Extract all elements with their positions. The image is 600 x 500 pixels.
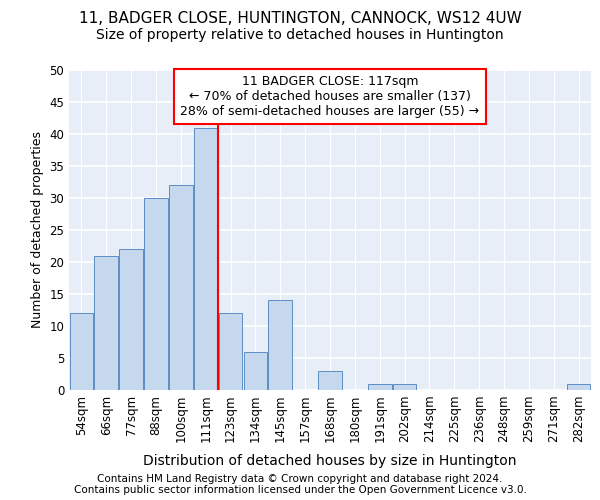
Bar (368, 384, 392, 390)
Text: Contains public sector information licensed under the Open Government Licence v3: Contains public sector information licen… (74, 485, 526, 495)
Text: Contains HM Land Registry data © Crown copyright and database right 2024.: Contains HM Land Registry data © Crown c… (97, 474, 503, 484)
Text: 11, BADGER CLOSE, HUNTINGTON, CANNOCK, WS12 4UW: 11, BADGER CLOSE, HUNTINGTON, CANNOCK, W… (79, 11, 521, 26)
Bar (119, 249, 143, 390)
Bar (393, 384, 416, 390)
Bar (219, 313, 242, 390)
Bar (94, 256, 118, 390)
X-axis label: Distribution of detached houses by size in Huntington: Distribution of detached houses by size … (143, 454, 517, 468)
Bar (144, 198, 168, 390)
Bar (318, 371, 342, 390)
Bar (567, 384, 590, 390)
Bar (169, 185, 193, 390)
Bar (268, 300, 292, 390)
Text: 11 BADGER CLOSE: 117sqm
← 70% of detached houses are smaller (137)
28% of semi-d: 11 BADGER CLOSE: 117sqm ← 70% of detache… (181, 75, 479, 118)
Bar (70, 313, 93, 390)
Text: Size of property relative to detached houses in Huntington: Size of property relative to detached ho… (96, 28, 504, 42)
Bar (194, 128, 218, 390)
Y-axis label: Number of detached properties: Number of detached properties (31, 132, 44, 328)
Bar (244, 352, 267, 390)
